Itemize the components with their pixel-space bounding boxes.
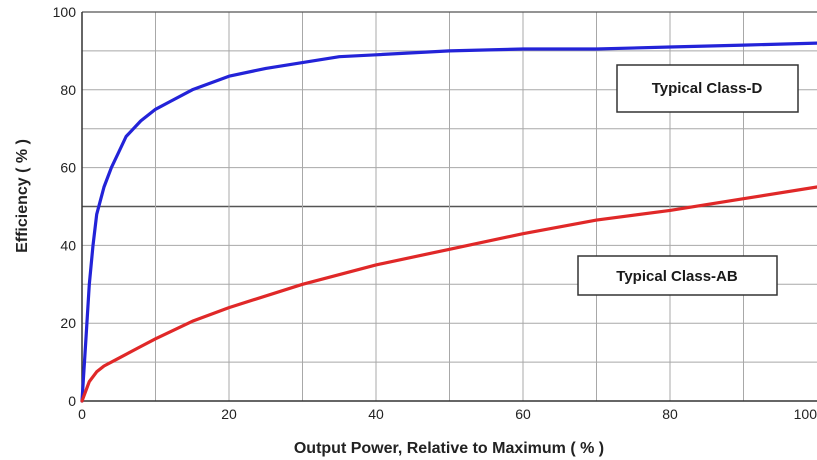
x-axis-title: Output Power, Relative to Maximum ( % ) [294, 440, 604, 457]
x-tick-label: 20 [221, 406, 237, 422]
x-tick-label: 100 [794, 406, 817, 422]
y-tick-label: 100 [53, 4, 77, 20]
y-tick-label: 60 [60, 160, 76, 176]
x-tick-label: 40 [368, 406, 384, 422]
y-axis-title: Efficiency ( % ) [14, 139, 31, 253]
legend-box-class-ab: Typical Class-AB [577, 255, 778, 296]
legend-box-class-d: Typical Class-D [616, 64, 799, 113]
x-tick-label: 0 [78, 406, 86, 422]
y-tick-label: 80 [60, 82, 76, 98]
y-tick-label: 0 [68, 393, 76, 409]
axes [81, 12, 817, 402]
series-line-class-ab [80, 185, 817, 403]
y-tick-label: 20 [60, 315, 76, 331]
x-tick-label: 60 [515, 406, 531, 422]
x-tick-label: 80 [662, 406, 678, 422]
series-line-class-d [80, 41, 817, 403]
grid [82, 11, 817, 401]
series-layer [80, 41, 817, 403]
legend-label-class-d: Typical Class-D [652, 80, 763, 97]
legend-label-class-ab: Typical Class-AB [616, 268, 738, 285]
tick-labels: 0 20 40 60 80 100 0 20 40 60 80 100 [53, 4, 817, 422]
y-tick-label: 40 [60, 237, 76, 253]
